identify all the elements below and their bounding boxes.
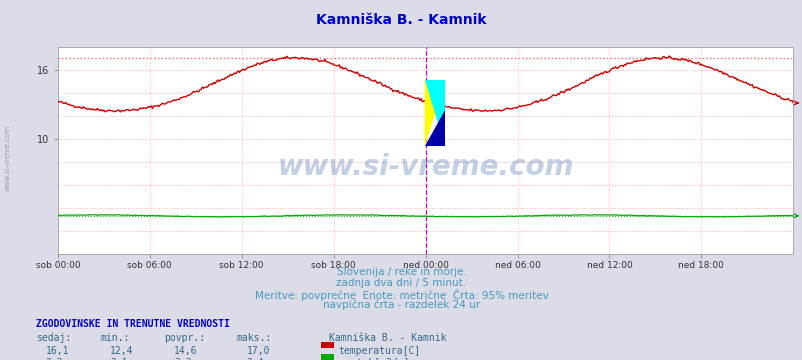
Polygon shape [424,80,445,146]
Text: maks.:: maks.: [237,333,272,343]
Text: sedaj:: sedaj: [36,333,71,343]
Text: zadnja dva dni / 5 minut.: zadnja dva dni / 5 minut. [336,278,466,288]
Text: www.si-vreme.com: www.si-vreme.com [5,125,11,192]
Text: 3,3: 3,3 [46,358,63,360]
Text: ZGODOVINSKE IN TRENUTNE VREDNOSTI: ZGODOVINSKE IN TRENUTNE VREDNOSTI [36,319,229,329]
Text: 14,6: 14,6 [174,346,197,356]
Text: 17,0: 17,0 [246,346,269,356]
Text: 3,4: 3,4 [246,358,264,360]
Text: Meritve: povprečne  Enote: metrične  Črta: 95% meritev: Meritve: povprečne Enote: metrične Črta:… [254,289,548,301]
Text: Slovenija / reke in morje.: Slovenija / reke in morje. [336,267,466,277]
Text: min.:: min.: [100,333,130,343]
Text: navpična črta - razdelek 24 ur: navpična črta - razdelek 24 ur [322,300,480,310]
Polygon shape [424,80,445,146]
Text: 3,1: 3,1 [110,358,128,360]
Text: Kamniška B. - Kamnik: Kamniška B. - Kamnik [329,333,446,343]
Text: www.si-vreme.com: www.si-vreme.com [277,153,573,181]
Text: povpr.:: povpr.: [164,333,205,343]
Polygon shape [424,110,445,146]
Text: 16,1: 16,1 [46,346,69,356]
Text: pretok[m3/s]: pretok[m3/s] [338,358,409,360]
Text: temperatura[C]: temperatura[C] [338,346,420,356]
Text: Kamniška B. - Kamnik: Kamniška B. - Kamnik [316,13,486,27]
Text: 3,3: 3,3 [174,358,192,360]
Text: 12,4: 12,4 [110,346,133,356]
